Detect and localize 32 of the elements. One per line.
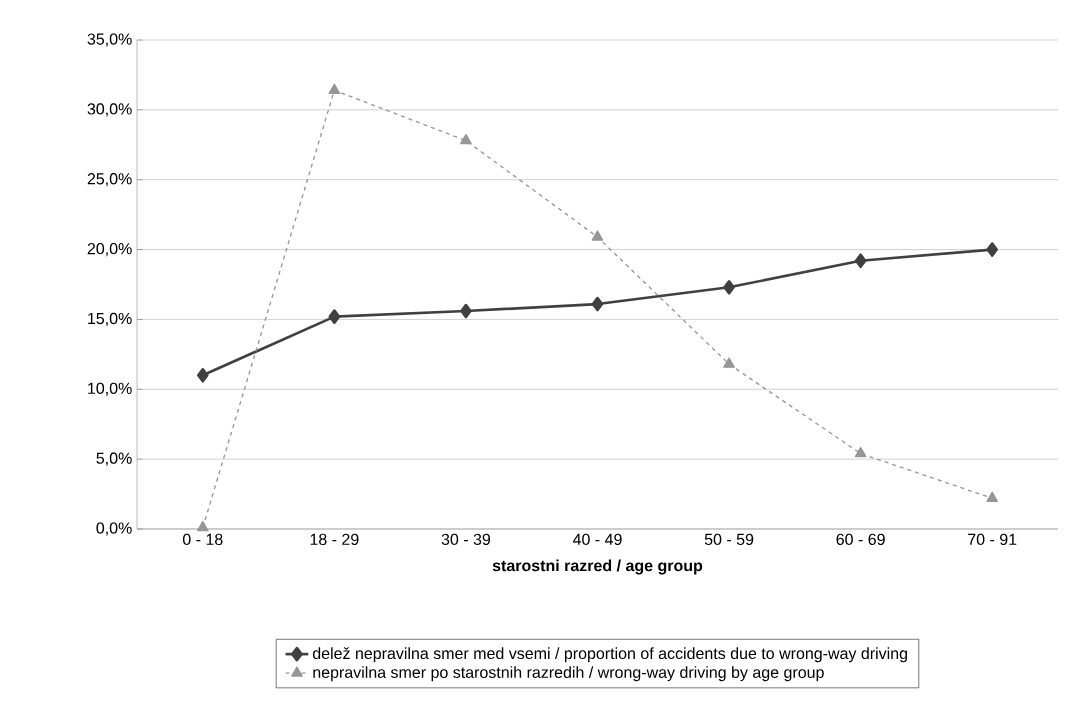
y-tick-label: 30,0% [87, 103, 132, 117]
y-tick-label: 5,0% [96, 452, 132, 466]
x-tick-label: 60 - 69 [836, 533, 885, 546]
legend-label: delež nepravilna smer med vsemi / proportion of accidents due to wrong-way driving [312, 647, 907, 663]
y-tick-label: 35,0% [87, 33, 132, 47]
y-tick-label: 20,0% [87, 242, 132, 257]
y-tick-label: 0,0% [96, 522, 132, 536]
x-tick-label: 40 - 49 [572, 533, 622, 546]
y-tick-label: 10,0% [88, 382, 132, 396]
y-tick-label: 25,0% [87, 173, 132, 187]
point [723, 279, 735, 295]
point [328, 83, 341, 94]
point [196, 367, 209, 383]
x-axis-title: starostni razred / age group [492, 559, 703, 575]
point [196, 520, 209, 532]
x-tick-label: 0 - 18 [182, 533, 223, 546]
x-tick-label: 50 - 59 [704, 533, 754, 546]
x-tick-label: 70 - 91 [968, 533, 1017, 546]
y-tick-label: 15,0% [88, 312, 132, 327]
point [591, 230, 604, 241]
point [986, 242, 999, 257]
point [986, 491, 999, 502]
point [723, 357, 735, 368]
point [460, 133, 472, 145]
point [854, 446, 867, 458]
point [591, 296, 604, 312]
x-tick-label: 18 - 29 [310, 533, 359, 546]
x-tick-label: 30 - 39 [441, 533, 491, 546]
point [854, 253, 867, 269]
point [328, 309, 341, 324]
point [460, 303, 472, 319]
legend-label: nepravilna smer po starostnih razredih / wrong-way driving by age group [313, 666, 824, 682]
